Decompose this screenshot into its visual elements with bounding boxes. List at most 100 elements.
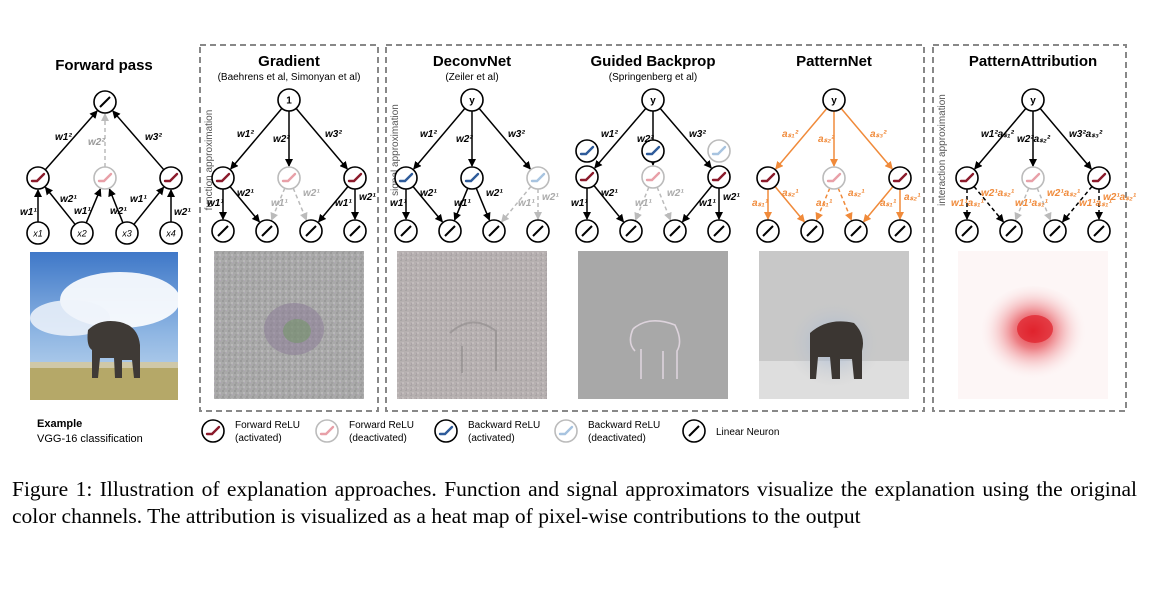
weight-label: w1¹ [130, 194, 147, 205]
forward-relu-off-icon [97, 172, 113, 183]
linear-neuron-icon [305, 225, 317, 237]
edge-arrow [656, 186, 672, 221]
weight-label: aₛ₁² [782, 129, 799, 140]
edge-arrow [973, 185, 1004, 223]
weight-label: aₛ₂¹ [904, 192, 921, 203]
panel-title: DeconvNet [433, 53, 511, 70]
edge-arrow [108, 188, 124, 224]
panel-title: Guided Backprop [590, 53, 715, 70]
weight-label: w1¹ [454, 198, 471, 209]
panel-title: Gradient [258, 53, 320, 70]
weight-label: w2¹ [60, 194, 77, 205]
panel-subtitle: (Zeiler et al) [445, 72, 498, 83]
legend: Forward ReLU (activated) Forward ReLU (deac… [201, 419, 779, 444]
label-node: 1 [277, 88, 301, 112]
weight-label: w3² [689, 129, 706, 140]
weight-label: w1¹aₛ₁¹ [1079, 198, 1112, 209]
explanation-image-pattern [759, 251, 909, 399]
forward-relu-off-node [641, 165, 665, 189]
approach-group-boxes: function approximation signal approximati… [199, 44, 1127, 412]
gradient-blob [264, 303, 324, 355]
forward-relu-off-node [277, 166, 301, 190]
forward-relu-icon [711, 171, 727, 182]
forward-relu-icon [215, 172, 231, 183]
approach-group-box [932, 44, 1127, 412]
weight-label: w3²aₛ₃² [1069, 129, 1103, 140]
weight-label: w3² [325, 129, 342, 140]
backward-relu-off-icon [711, 145, 727, 156]
backward-relu-icon [398, 172, 414, 183]
edge-arrow [840, 107, 893, 170]
forward-relu-icon [760, 172, 776, 183]
legend-label: Forward ReLU [235, 420, 300, 431]
linear-node [707, 219, 731, 243]
edge-arrow [501, 185, 532, 223]
edge-arrow [775, 107, 828, 170]
linear-node [299, 219, 323, 243]
weight-label: aₛ₃² [870, 129, 887, 140]
weight-label: aₛ₁¹ [752, 198, 769, 209]
backward-relu-node [575, 139, 599, 163]
forward-relu-icon [30, 172, 46, 183]
backward-relu-circle [460, 166, 484, 190]
group-side-label: interaction approximation [937, 94, 948, 206]
legend-label: Backward ReLU [468, 420, 540, 431]
photo-horizon [30, 362, 178, 368]
weight-label: w1¹ [335, 198, 352, 209]
forward-relu-icon [205, 425, 221, 436]
backward-relu-circle [641, 139, 665, 163]
guided-background [578, 251, 728, 399]
label-node [159, 221, 183, 245]
weight-label: w2² [273, 134, 290, 145]
linear-node [482, 219, 506, 243]
forward-relu-circle [955, 166, 979, 190]
linear-neuron-icon [961, 225, 973, 237]
forward-relu-off-icon [1025, 172, 1041, 183]
gradient-blob [283, 319, 311, 343]
linear-neuron-icon [1005, 225, 1017, 237]
forward-relu-circle [201, 419, 225, 443]
edge-arrow [1062, 185, 1093, 223]
backward-relu-node [394, 166, 418, 190]
explanation-image-gradient [214, 251, 364, 399]
weight-label: w1¹ [699, 198, 716, 209]
edge-arrow [1039, 107, 1092, 170]
weight-label: w1¹aₛ₁¹ [951, 198, 984, 209]
label-circle [70, 221, 94, 245]
edge-arrow [133, 186, 165, 225]
weight-label: w1² [420, 129, 437, 140]
linear-node [756, 219, 780, 243]
legend-label: Forward ReLU [349, 420, 414, 431]
forward-relu-icon [579, 171, 595, 182]
linear-node [255, 219, 279, 243]
panel-guided: Guided Backprop (Springenberg et al) y w1² w… [571, 53, 740, 399]
explanation-image-guided [578, 251, 728, 399]
backward-relu-off-node [707, 139, 731, 163]
edge-arrow [681, 185, 713, 223]
approach-group-box [385, 44, 925, 412]
label-node [70, 221, 94, 245]
label-circle [115, 221, 139, 245]
legend-item: Linear Neuron [682, 419, 779, 443]
linear-node [211, 219, 235, 243]
input-label: x3 [121, 229, 132, 239]
linear-neuron-icon [532, 225, 544, 237]
edge-arrow [413, 107, 466, 170]
label-circle [159, 221, 183, 245]
panel-title: PatternNet [796, 53, 872, 70]
linear-node [682, 419, 706, 443]
weight-label: w1²aₛ₁² [981, 129, 1014, 140]
label-node: y [641, 88, 665, 112]
weight-label: w2¹ [110, 206, 127, 217]
linear-neuron-icon [1093, 225, 1105, 237]
weight-label: w1¹ [635, 198, 652, 209]
forward-relu-circle [1087, 166, 1111, 190]
weight-label: w2² [637, 134, 654, 145]
legend-sublabel: (activated) [235, 433, 282, 444]
example-label: Example [37, 418, 82, 430]
forward-relu-off-icon [319, 425, 335, 436]
forward-relu-off-icon [826, 172, 842, 183]
weight-label: aₛ₁¹ [816, 198, 833, 209]
forward-relu-off-circle [277, 166, 301, 190]
forward-relu-off-node [822, 166, 846, 190]
